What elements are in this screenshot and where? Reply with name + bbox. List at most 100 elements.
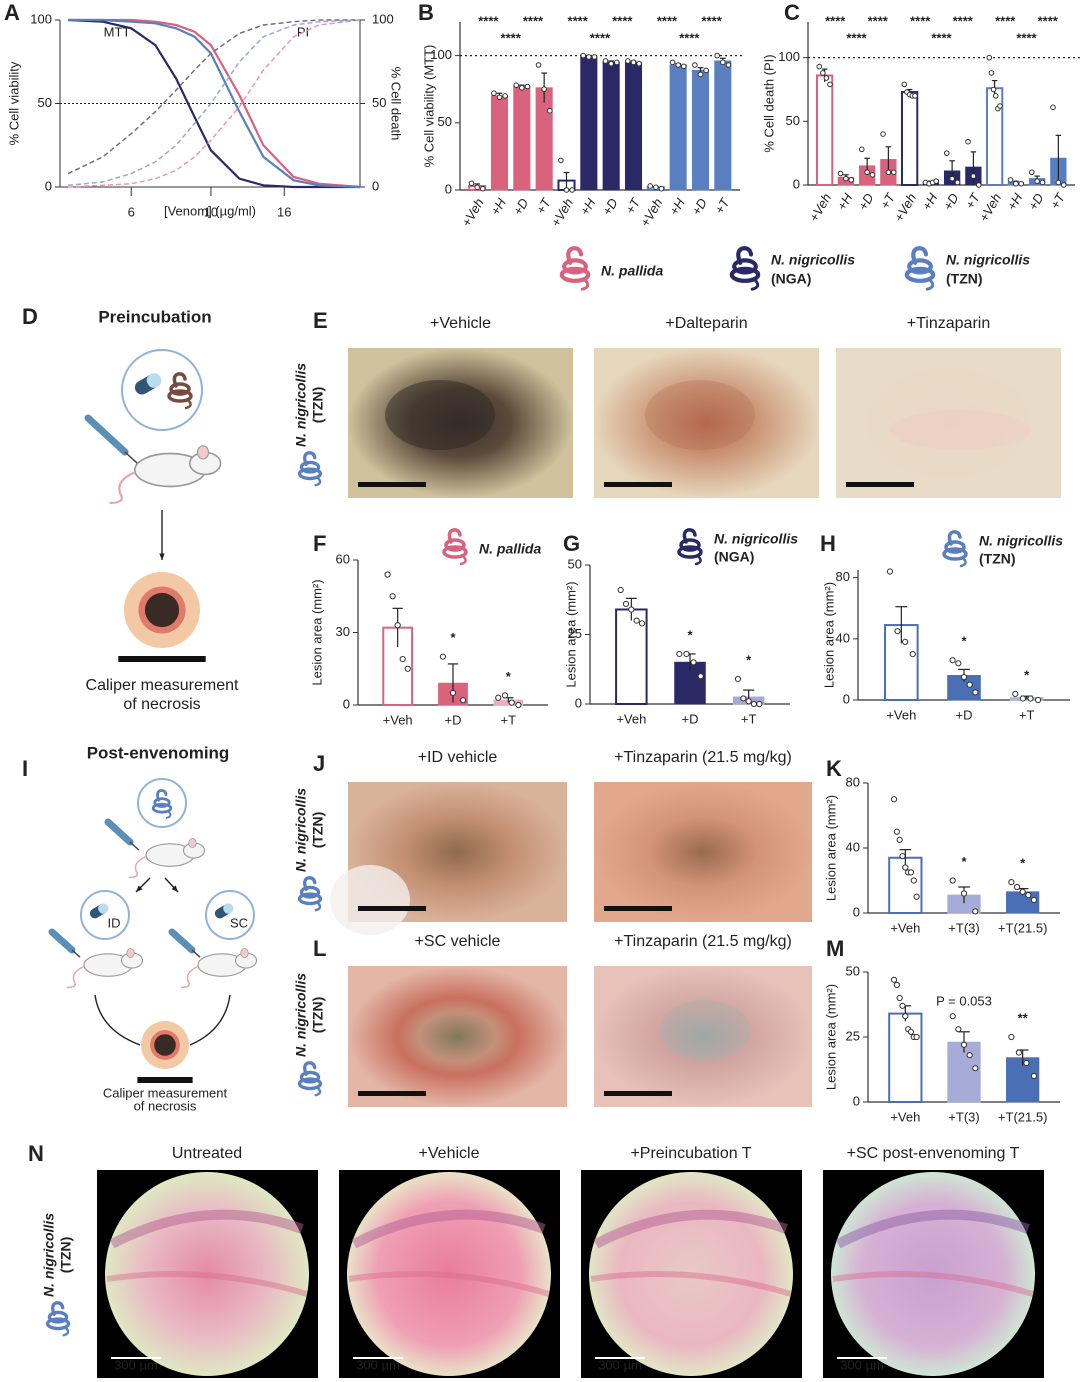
x-tick-label: +H (666, 195, 688, 218)
significance: **** (501, 30, 522, 45)
data-point (734, 675, 742, 683)
data-point (1060, 182, 1067, 188)
mouse (180, 948, 258, 989)
y-tick-label: 100 (30, 11, 52, 26)
data-point (1023, 1059, 1030, 1067)
significance: **** (910, 13, 931, 28)
side-label: N. nigricollis (293, 973, 309, 1057)
x-tick-label: +Veh (459, 196, 487, 230)
x-tick-label: +D (445, 712, 462, 727)
x-tick-label: +D (956, 707, 973, 722)
data-point (479, 185, 486, 192)
legend-label: (NGA) (771, 271, 811, 287)
data-point (823, 75, 830, 81)
data-point (496, 94, 503, 101)
series-line (67, 19, 361, 188)
data-point (1055, 179, 1062, 186)
legend-label: (TZN) (979, 551, 1016, 567)
data-point (816, 63, 823, 70)
legend-label: N. nigricollis (714, 531, 798, 547)
data-point (613, 59, 620, 66)
diagram-caption: of necrosis (134, 1098, 197, 1113)
photo-title: +Vehicle (419, 1145, 480, 1162)
data-point (869, 172, 876, 178)
data-point (459, 697, 467, 704)
bar (900, 91, 919, 186)
data-point (901, 81, 908, 88)
snake-icon (559, 246, 591, 291)
panel-label: K (826, 756, 842, 781)
bar (888, 1012, 923, 1103)
syringe (48, 928, 76, 954)
x-tick-label: +H (1004, 190, 1026, 213)
scale-bar (604, 482, 672, 487)
panel-label: A (4, 0, 20, 25)
significance: **** (846, 30, 867, 45)
data-point (907, 869, 915, 876)
data-point (697, 71, 704, 78)
panel-label: C (784, 0, 800, 25)
x-tick-label: 16 (277, 204, 291, 219)
data-point (474, 184, 480, 191)
significance: * (450, 630, 456, 645)
snake-tail (184, 398, 192, 410)
data-point (1018, 180, 1025, 187)
data-point (933, 178, 940, 184)
snake-coil (904, 266, 936, 283)
snake-coil (944, 540, 966, 554)
x-tick-label: +Veh (806, 191, 834, 225)
panel-label: M (826, 936, 844, 961)
data-point (960, 673, 968, 681)
x-tick-label: +Veh (383, 712, 413, 727)
data-point (725, 62, 732, 68)
tissue-band (832, 1271, 1034, 1297)
snake-icon (297, 451, 323, 487)
mouse-ear (126, 948, 135, 958)
snake-tail (925, 278, 935, 291)
data-point (858, 146, 865, 153)
data-point (1030, 1072, 1038, 1080)
snake-coil (151, 802, 173, 814)
y-axis-label: Lesion area (mm²) (823, 984, 838, 1090)
y-tick-label: 0 (853, 904, 860, 919)
significance: P = 0.053 (936, 994, 992, 1009)
snake-coil (562, 258, 588, 275)
data-point (1050, 104, 1056, 111)
scale-bar (358, 906, 426, 911)
data-point (1030, 896, 1038, 904)
route-label: SC (230, 915, 248, 930)
data-point (912, 93, 918, 99)
data-point (563, 187, 570, 193)
data-point (949, 877, 956, 884)
y-axis-label: % Cell viability (MTT) (421, 45, 436, 168)
photo-title: +Preincubation T (630, 1145, 751, 1162)
y-tick-label: 100 (778, 49, 800, 64)
data-point (675, 62, 681, 68)
data-point (820, 70, 826, 76)
data-point (827, 81, 833, 88)
needle (129, 841, 140, 851)
photo-title: +ID vehicle (418, 749, 498, 766)
photo (594, 348, 819, 498)
x-tick-label: +T(3) (948, 1109, 979, 1124)
panel-label: N (28, 1141, 44, 1166)
snake-icon (167, 372, 193, 410)
snake-body (447, 528, 462, 544)
data-point (714, 52, 721, 59)
photo (594, 966, 812, 1107)
data-point (586, 54, 592, 60)
data-point (975, 182, 982, 188)
data-point (943, 150, 950, 156)
x-tick-label: +D (599, 196, 620, 218)
data-point (697, 673, 704, 680)
data-point (913, 893, 920, 900)
syringe (168, 928, 196, 954)
bar (669, 64, 687, 191)
panel-label: B (418, 0, 434, 25)
snake-coil (299, 460, 321, 474)
data-point (669, 59, 676, 66)
significance: **** (657, 13, 678, 28)
data-point (986, 54, 993, 61)
data-point (617, 586, 624, 594)
mouse-ear (196, 445, 210, 460)
